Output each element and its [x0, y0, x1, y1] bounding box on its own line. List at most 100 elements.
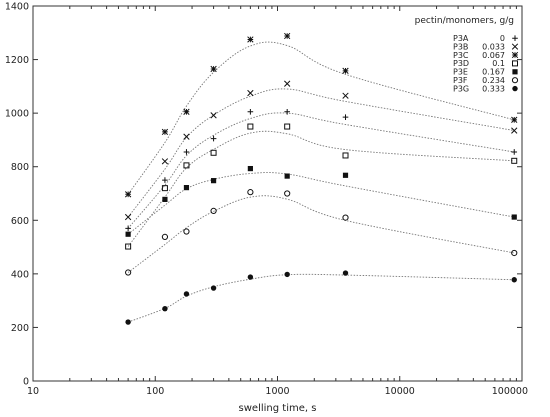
data-point: [183, 185, 190, 191]
data-point: [124, 191, 132, 198]
data-point: [183, 133, 190, 140]
legend-marker: [512, 60, 518, 67]
fit-curve-p3g: [127, 273, 515, 323]
legend-ratio: 0.033: [482, 42, 505, 51]
axis-ticks: 0 200 400 600 800 1000 1200 1400 10 100 1000 10000 1…: [5, 2, 528, 398]
data-point: [162, 177, 168, 183]
legend-label: P3D: [453, 59, 469, 68]
legend-marker: [512, 35, 518, 41]
data-point: [125, 243, 132, 250]
data-point: [284, 32, 291, 40]
legend-label: P3E: [453, 68, 468, 77]
plot-frame: [32, 5, 523, 382]
data-point: [210, 149, 217, 156]
data-point: [342, 172, 349, 178]
data-point: [247, 36, 254, 43]
data-point: [124, 213, 132, 221]
series-p3e: [125, 165, 517, 237]
data-point: [125, 319, 131, 325]
series-p3d: [125, 123, 518, 250]
legend-marker: [511, 43, 519, 50]
legend-label: P3G: [453, 84, 469, 93]
series-p3b: [124, 80, 518, 221]
legend-marker: [511, 77, 519, 84]
x-tick-label: 100: [146, 386, 164, 397]
data-point: [284, 173, 290, 179]
legend-marker: [511, 51, 519, 59]
data-point: [210, 207, 217, 215]
data-point: [247, 109, 254, 115]
data-point: [183, 149, 190, 155]
data-point: [183, 291, 190, 297]
y-tick-label: 0: [23, 377, 29, 388]
legend: pectin/monomers, g/g P3A 0 P3B 0.033 P3C 0.06…: [415, 16, 519, 93]
y-tick-label: 800: [11, 162, 29, 173]
data-point: [511, 149, 518, 155]
data-point: [511, 116, 518, 123]
fit-curve-p3f: [127, 195, 515, 273]
legend-ratio: 0.1: [492, 59, 505, 68]
data-point: [342, 214, 349, 221]
data-point: [210, 178, 217, 184]
data-point: [183, 108, 190, 115]
data-point: [284, 123, 291, 130]
legend-ratio: 0.234: [482, 76, 505, 85]
data-point: [284, 80, 291, 87]
y-tick-label: 1000: [5, 109, 29, 120]
data-point: [247, 89, 254, 97]
data-point: [162, 196, 168, 202]
data-point: [247, 165, 253, 172]
fit-curve-p3c: [127, 41, 515, 195]
data-point: [247, 189, 254, 196]
legend-ratio: 0.067: [482, 51, 505, 60]
series-p3g: [125, 270, 517, 325]
legend-label: P3F: [453, 76, 468, 85]
data-point: [342, 92, 349, 99]
data-point: [511, 127, 518, 134]
legend-label: P3C: [453, 51, 469, 60]
series-p3a: [125, 109, 518, 232]
y-tick-label: 200: [11, 323, 29, 334]
series-p3c: [124, 32, 518, 198]
y-tick-label: 1400: [5, 2, 29, 13]
data-point: [210, 112, 217, 119]
data-point: [161, 158, 169, 165]
y-tick-label: 400: [11, 269, 29, 280]
data-point: [125, 231, 131, 237]
data-point: [342, 270, 349, 276]
data-point: [511, 214, 517, 220]
data-point: [210, 65, 217, 73]
data-point: [210, 135, 217, 142]
legend-marker: [512, 69, 518, 75]
x-tick-label: 10000: [385, 386, 415, 397]
legend-ratio: 0.333: [482, 84, 505, 93]
legend-label: P3B: [453, 42, 468, 51]
data-point: [511, 157, 518, 164]
data-point: [342, 152, 349, 159]
data-point: [342, 114, 349, 120]
legend-title: pectin/monomers, g/g: [415, 16, 514, 26]
data-point: [284, 109, 290, 115]
data-point: [284, 190, 291, 197]
fit-curve-p3e: [127, 172, 515, 235]
data-point: [247, 274, 254, 280]
data-points: [124, 32, 518, 325]
series-p3f: [125, 189, 518, 276]
x-axis-title: swelling time, s: [239, 403, 317, 414]
legend-label: P3A: [453, 34, 469, 43]
data-point: [342, 67, 349, 74]
y-tick-label: 600: [11, 216, 29, 227]
data-point: [210, 285, 217, 291]
x-tick-label: 1000: [265, 386, 289, 397]
data-point: [183, 228, 190, 235]
data-point: [161, 233, 169, 240]
data-point: [161, 185, 168, 192]
data-point: [125, 225, 131, 232]
fit-curve-p3a: [127, 112, 515, 229]
x-tick-label: 100000: [492, 386, 528, 397]
data-point: [511, 277, 517, 283]
legend-marker: [512, 85, 518, 92]
data-point: [183, 162, 190, 169]
legend-ratio: 0.167: [482, 68, 505, 77]
